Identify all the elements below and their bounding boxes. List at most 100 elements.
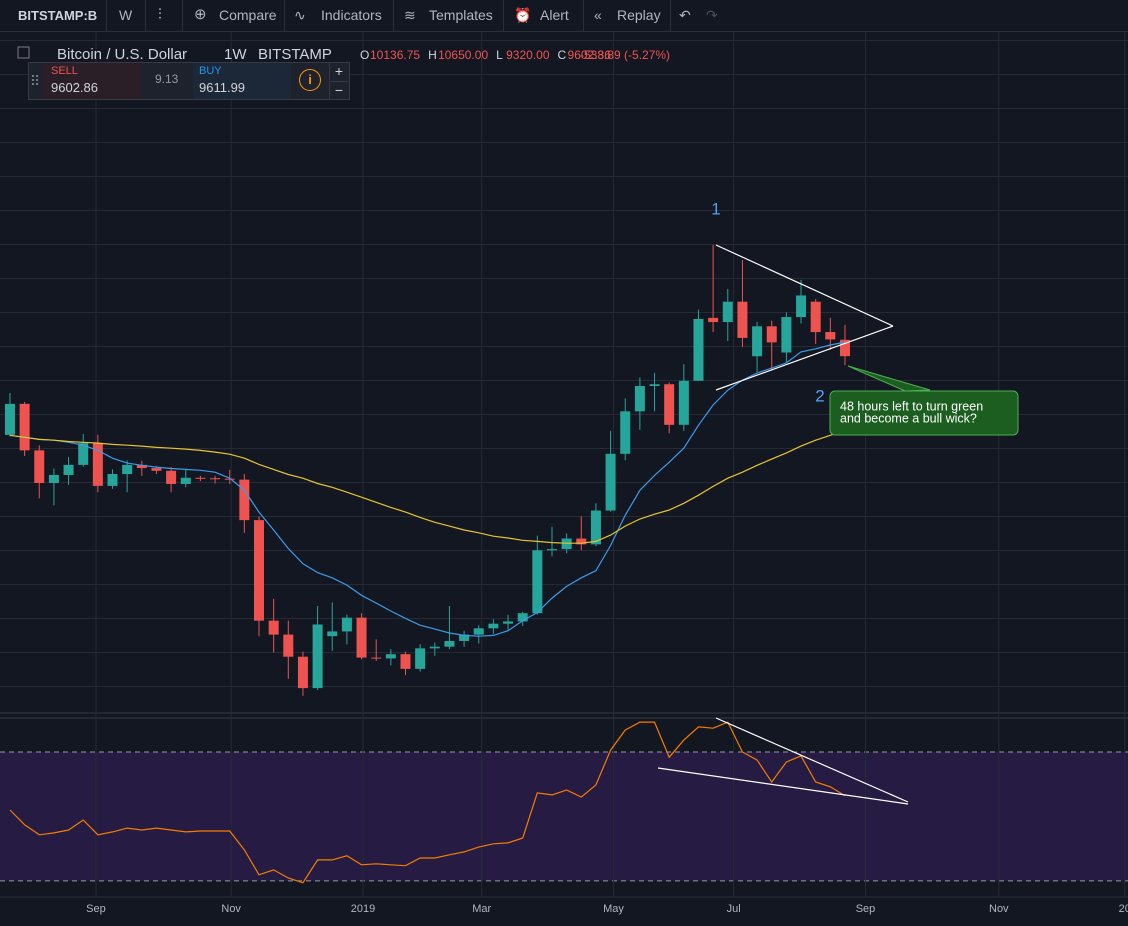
symbol-exchange: BITSTAMP [258,46,332,63]
callout-text: 48 hours left to turn green [840,399,983,413]
replay-icon: « [594,7,602,23]
compare-icon: ⊕ [194,6,207,23]
compare-button[interactable]: Compare [219,7,277,23]
ohlc-key: H [428,48,437,62]
candle-body [708,317,719,323]
candle-body [254,520,265,621]
candle-body [34,450,45,483]
chart-type-icon[interactable]: ⫶ [158,6,162,23]
trendline [715,717,909,803]
candle-body [78,443,89,465]
x-tick-label: Nov [221,903,241,915]
candle-body [459,634,470,641]
redo-button[interactable]: ↷ [706,7,718,23]
x-tick-label: 2019 [351,903,375,915]
candle-body [678,380,689,425]
candle-body [195,477,206,479]
rsi-line [9,721,846,884]
candle-body [839,339,850,357]
symbol-interval: 1W [224,46,247,63]
candle-body [517,613,528,622]
candle-body [503,621,514,624]
ohlc-key: O [360,48,369,62]
symbol-button[interactable]: BITSTAMP:B [18,8,98,23]
candle-body [180,477,191,484]
trendline [715,325,894,391]
x-tick-label: Nov [989,903,1009,915]
candle-body [737,301,748,338]
alert-button[interactable]: Alert [540,7,569,23]
templates-button[interactable]: Templates [429,7,493,23]
change: -533.89 (-5.27%) [580,48,670,62]
candle-body [341,617,352,632]
x-tick-label: Sep [86,903,106,915]
candle-body [444,640,455,647]
drag-handle[interactable]: ⠿ [29,73,41,89]
candle-body [92,443,103,486]
candle-body [19,403,30,451]
minus-button[interactable]: − [329,81,348,99]
candle-body [415,648,426,669]
interval-button[interactable]: W [119,7,133,23]
ohlc-key: C [558,48,567,62]
symbol-title: Bitcoin / U.S. Dollar [57,46,187,63]
undo-button[interactable]: ↶ [679,7,691,23]
candle-body [752,326,763,357]
ohlc-value: 10650.00 [438,48,488,62]
candle-body [605,453,616,511]
candle-body [590,510,601,545]
x-tick-label: 20 [1119,903,1128,915]
candle-body [312,624,323,689]
candle-body [561,538,572,550]
plus-button[interactable]: + [329,63,348,80]
candle-body [649,384,660,386]
ohlc-key: L [496,48,503,62]
alert-icon: ⏰ [514,7,532,23]
trendline [657,767,909,805]
candle-body [166,470,177,484]
candle-body [385,654,396,659]
candle-body [532,550,543,614]
candle-body [576,538,587,545]
candle-body [634,385,645,412]
candle-body [122,464,133,475]
candle-body [356,617,367,658]
buy-button[interactable] [193,63,291,99]
candle-body [327,631,338,637]
sell-button[interactable] [43,63,141,99]
replay-button[interactable]: Replay [617,7,661,23]
candle-body [297,656,308,689]
buy-label: BUY [199,65,222,77]
candle-body [488,623,499,629]
candle-body [620,411,631,454]
trade-panel: ⠿ SELL 9602.86 9.13 BUY 9611.99 i + − [28,62,350,100]
candle-body [400,654,411,669]
candle-body [810,301,821,333]
ohlc-value: 9320.00 [506,48,550,62]
candle-body [722,301,733,323]
toolbar: BITSTAMP:B W ⫶ ⊕ Compare ∿ Indicators ≋ … [0,0,1128,32]
ohlc-value: 9602.86 [568,48,612,62]
candle-body [4,403,15,435]
candle-body [781,317,792,353]
spread: 9.13 [155,72,179,86]
candle-body [136,464,147,469]
candle-body [371,657,382,659]
candle-body [796,295,807,318]
sell-price: 9602.86 [51,80,98,95]
collapse-icon[interactable] [17,46,30,59]
candle-body [664,384,675,425]
candle-body [429,646,440,649]
x-tick-label: Sep [856,903,876,915]
candle-body [63,464,74,475]
rsi-band [0,752,1128,881]
candle-body [107,474,118,486]
candle-body [693,318,704,381]
trendline [715,244,894,327]
candle-body [268,620,279,635]
info-button[interactable]: i [299,69,321,91]
candle-body [239,479,250,521]
indicators-button[interactable]: Indicators [321,7,382,23]
